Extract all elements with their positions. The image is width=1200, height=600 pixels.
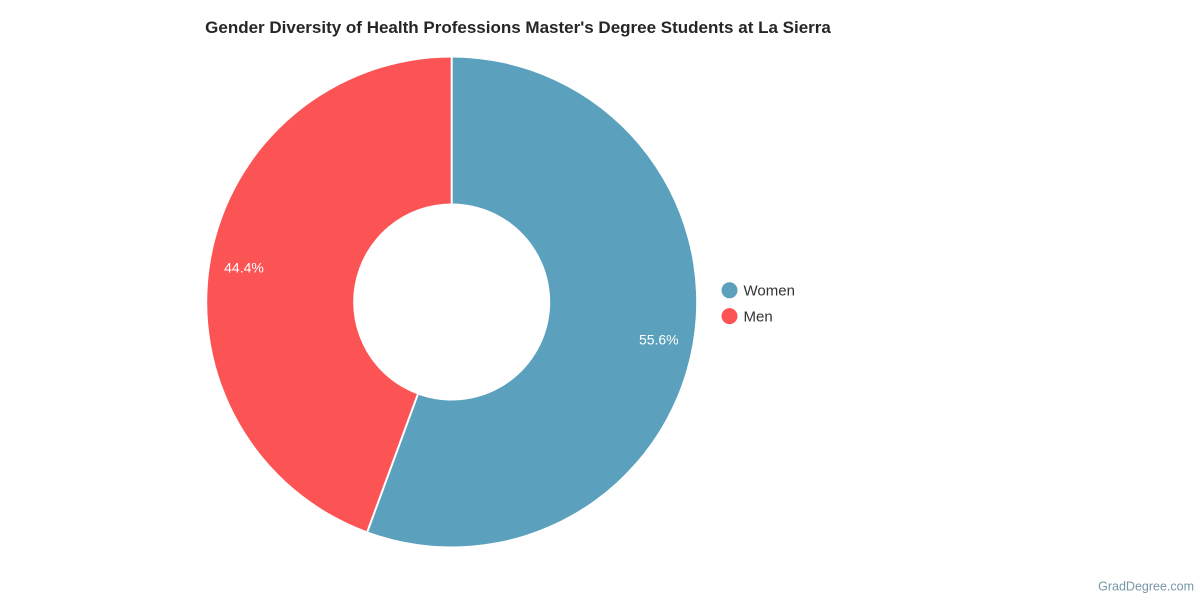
- svg-text:55.6%: 55.6%: [639, 331, 679, 347]
- svg-text:Men: Men: [744, 308, 773, 325]
- svg-text:Gender Diversity of Health Pro: Gender Diversity of Health Professions M…: [205, 18, 831, 37]
- svg-text:Women: Women: [744, 283, 795, 300]
- svg-text:GradDegree.com: GradDegree.com: [1098, 580, 1194, 594]
- svg-text:44.4%: 44.4%: [224, 259, 264, 275]
